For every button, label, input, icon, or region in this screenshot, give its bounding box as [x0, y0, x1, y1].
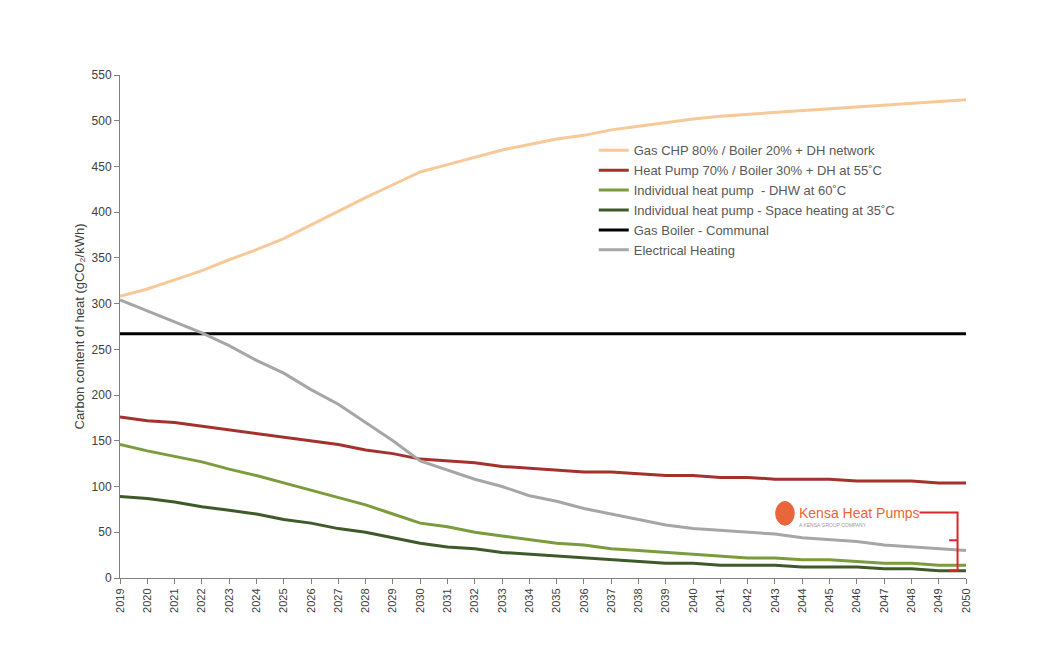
svg-text:300: 300 — [92, 297, 112, 311]
svg-text:0: 0 — [105, 571, 112, 585]
svg-text:2021: 2021 — [168, 588, 180, 612]
svg-text:2048: 2048 — [905, 588, 917, 612]
svg-text:2032: 2032 — [468, 588, 480, 612]
svg-text:2020: 2020 — [141, 588, 153, 612]
svg-text:50: 50 — [98, 525, 112, 539]
svg-text:150: 150 — [92, 434, 112, 448]
svg-text:Kensa Heat Pumps: Kensa Heat Pumps — [799, 505, 920, 521]
svg-text:2031: 2031 — [441, 588, 453, 612]
svg-text:Gas Boiler - Communal: Gas Boiler - Communal — [634, 223, 769, 238]
svg-text:2030: 2030 — [414, 588, 426, 612]
svg-text:2049: 2049 — [932, 588, 944, 612]
svg-text:Heat Pump 70% / Boiler 30% + D: Heat Pump 70% / Boiler 30% + DH at 55˚C — [634, 163, 882, 178]
svg-text:2023: 2023 — [223, 588, 235, 612]
svg-text:2040: 2040 — [687, 588, 699, 612]
svg-text:500: 500 — [92, 114, 112, 128]
svg-text:2050: 2050 — [960, 588, 972, 612]
svg-text:2026: 2026 — [305, 588, 317, 612]
svg-text:2037: 2037 — [605, 588, 617, 612]
svg-text:250: 250 — [92, 343, 112, 357]
svg-text:2036: 2036 — [578, 588, 590, 612]
svg-text:2028: 2028 — [359, 588, 371, 612]
svg-text:Carbon content of heat (gCO₂/k: Carbon content of heat (gCO₂/kWh) — [72, 224, 87, 430]
svg-text:2019: 2019 — [114, 588, 126, 612]
svg-text:2042: 2042 — [741, 588, 753, 612]
svg-text:Individual heat pump - Space h: Individual heat pump - Space heating at … — [634, 203, 895, 218]
svg-text:2046: 2046 — [850, 588, 862, 612]
svg-text:400: 400 — [92, 205, 112, 219]
svg-text:2044: 2044 — [796, 588, 808, 612]
svg-text:Individual heat pump - DHW at: Individual heat pump - DHW at 60˚C — [634, 183, 846, 198]
svg-text:100: 100 — [92, 480, 112, 494]
svg-text:2022: 2022 — [195, 588, 207, 612]
svg-text:200: 200 — [92, 388, 112, 402]
svg-text:2027: 2027 — [332, 588, 344, 612]
svg-text:2038: 2038 — [632, 588, 644, 612]
svg-text:2034: 2034 — [523, 588, 535, 612]
svg-text:2029: 2029 — [386, 588, 398, 612]
svg-text:2025: 2025 — [277, 588, 289, 612]
svg-text:2024: 2024 — [250, 588, 262, 612]
svg-text:450: 450 — [92, 160, 112, 174]
svg-text:2047: 2047 — [878, 588, 890, 612]
svg-text:2039: 2039 — [659, 588, 671, 612]
svg-text:Gas CHP 80% / Boiler 20% + DH: Gas CHP 80% / Boiler 20% + DH network — [634, 143, 875, 158]
svg-text:550: 550 — [92, 68, 112, 82]
svg-text:350: 350 — [92, 251, 112, 265]
svg-text:2043: 2043 — [769, 588, 781, 612]
svg-text:2035: 2035 — [550, 588, 562, 612]
svg-text:A KENSA GROUP COMPANY: A KENSA GROUP COMPANY — [799, 522, 867, 528]
svg-text:2045: 2045 — [823, 588, 835, 612]
svg-text:Electrical Heating: Electrical Heating — [634, 243, 735, 258]
svg-text:2033: 2033 — [496, 588, 508, 612]
svg-text:2041: 2041 — [714, 588, 726, 612]
